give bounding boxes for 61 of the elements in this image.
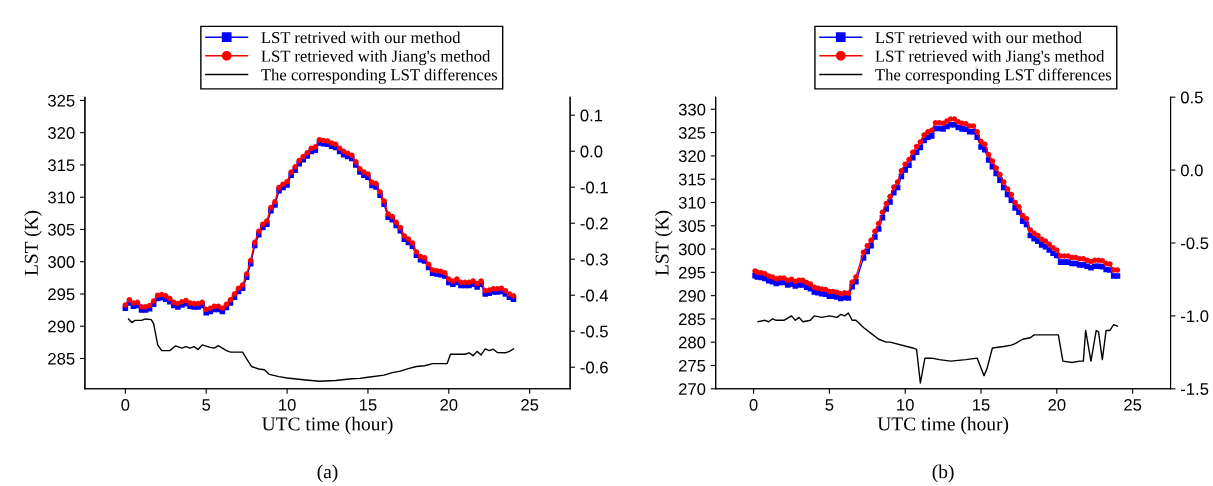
x-tick-label: 15 <box>973 399 990 411</box>
legend-label: LST retrieved with Jiang's method <box>875 50 1105 66</box>
y2-tick-label: 0.0 <box>1180 164 1203 177</box>
legend-label: The corresponding LST differences <box>261 68 498 84</box>
x-tick-label: 15 <box>359 399 377 411</box>
y2-tick-label: 0.1 <box>580 109 603 122</box>
x-axis-title: UTC time (hour) <box>877 416 1009 435</box>
x-tick-label: 10 <box>279 398 296 411</box>
y-tick-label: 305 <box>678 220 706 232</box>
x-tick-label: 20 <box>440 398 458 411</box>
y-tick-label: 285 <box>678 313 706 326</box>
y-tick-label: 315 <box>48 159 75 172</box>
line-series <box>127 318 515 382</box>
y-tick-label: 310 <box>48 191 75 204</box>
y2-tick-label: -1.0 <box>1181 310 1209 323</box>
y-tick-label: 300 <box>48 256 75 268</box>
y-axis-title: LST (K) <box>24 210 42 276</box>
y-tick-label: 320 <box>48 127 75 139</box>
legend-label: The corresponding LST differences <box>875 68 1112 84</box>
x-axis-title: UTC time (hour) <box>262 416 393 435</box>
y2-tick-label: -0.4 <box>580 289 609 302</box>
x-tick-label: 25 <box>1124 398 1142 411</box>
text: (b) <box>932 464 954 483</box>
y-tick-label: 315 <box>678 173 706 186</box>
y-tick-label: 270 <box>678 383 706 395</box>
y-tick-label: 295 <box>678 266 706 279</box>
y-tick-label: 280 <box>678 336 706 349</box>
y-axis-title: LST (K) <box>654 210 673 276</box>
x-tick-label: 0 <box>749 398 758 411</box>
y2-tick-label: 0.5 <box>1180 91 1203 104</box>
x-tick-label: 10 <box>897 398 914 411</box>
y-tick-label: 325 <box>48 94 75 107</box>
y-tick-label: 320 <box>678 150 706 163</box>
x-tick-label: 5 <box>202 399 211 411</box>
x-tick-label: 20 <box>1048 398 1066 411</box>
legend-label: LST retrieved with Jiang's method <box>261 50 491 66</box>
y2-tick-label: -1.5 <box>1181 383 1209 395</box>
y2-tick-label: 0.0 <box>580 145 603 158</box>
y-tick-label: 305 <box>48 223 75 236</box>
text: (a) <box>317 464 338 483</box>
y2-tick-label: -0.1 <box>580 181 608 194</box>
line-series <box>757 312 1119 384</box>
y2-tick-label: -0.3 <box>580 253 608 266</box>
x-tick-label: 25 <box>521 398 539 411</box>
y-tick-label: 295 <box>48 288 75 301</box>
y-tick-label: 275 <box>678 359 706 372</box>
y2-tick-label: -0.5 <box>1181 237 1209 250</box>
y-tick-label: 290 <box>678 290 706 302</box>
y-tick-label: 325 <box>678 127 706 139</box>
y2-tick-label: -0.2 <box>580 217 608 230</box>
y2-tick-label: -0.5 <box>580 325 608 338</box>
y-tick-label: 300 <box>678 243 706 256</box>
legend-label: LST retrieved with our method <box>875 31 1082 44</box>
legend-label: LST retrived with our method <box>261 31 461 44</box>
y-tick-label: 290 <box>48 320 75 333</box>
y-tick-label: 285 <box>48 352 75 365</box>
y2-tick-label: -0.6 <box>580 361 608 374</box>
x-tick-label: 0 <box>121 398 130 411</box>
x-tick-label: 5 <box>825 399 834 411</box>
y-tick-label: 310 <box>678 196 706 209</box>
y-tick-label: 330 <box>678 103 706 116</box>
